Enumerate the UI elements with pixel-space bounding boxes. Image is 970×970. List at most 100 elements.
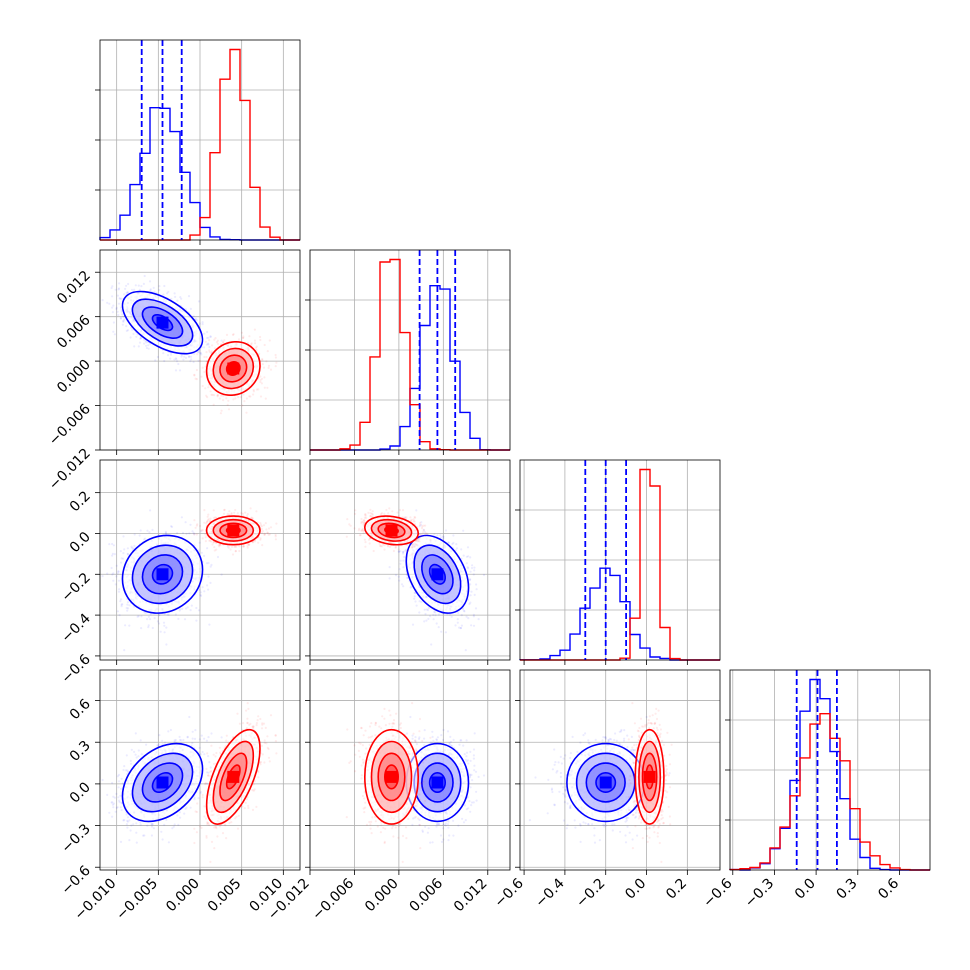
scatter-point (111, 311, 114, 314)
scatter-point (192, 531, 195, 535)
scatter-point (143, 274, 146, 278)
scatter-point (266, 531, 269, 534)
scatter-point (261, 359, 264, 362)
scatter-point (204, 387, 207, 390)
scatter-point (404, 516, 407, 519)
panel-2-1 (345, 507, 486, 652)
scatter-point (153, 617, 156, 620)
scatter-point (267, 364, 271, 367)
scatter-point (122, 557, 125, 560)
scatter-point (194, 317, 197, 320)
scatter-point (424, 612, 427, 616)
scatter-point (260, 527, 263, 531)
scatter-point (188, 355, 191, 358)
scatter-point (252, 541, 255, 544)
scatter-point (115, 575, 118, 578)
scatter-point (192, 315, 195, 318)
scatter-point (148, 531, 151, 534)
scatter-point (223, 339, 226, 342)
scatter-point (246, 546, 249, 549)
scatter-point (399, 562, 402, 565)
scatter-point (237, 396, 240, 399)
scatter-point (119, 598, 123, 601)
scatter-point (145, 341, 148, 344)
scatter-point (120, 306, 123, 309)
scatter-point (112, 544, 115, 547)
scatter-point (111, 295, 114, 298)
scatter-point (197, 609, 201, 612)
scatter-point (244, 511, 247, 514)
scatter-point (247, 543, 250, 546)
scatter-point (132, 332, 135, 335)
scatter-point (230, 513, 233, 516)
scatter-point (112, 579, 115, 582)
scatter-point (127, 607, 130, 610)
scatter-point (274, 533, 277, 537)
scatter-point (240, 331, 243, 334)
scatter-point (251, 541, 254, 544)
scatter-point (430, 643, 433, 646)
scatter-point (148, 618, 152, 621)
scatter-point (137, 284, 140, 287)
scatter-point (194, 377, 197, 380)
scatter-point (167, 290, 170, 293)
scatter-point (413, 591, 416, 594)
scatter-point (227, 546, 230, 549)
scatter-point (112, 572, 115, 575)
scatter-point (123, 649, 126, 652)
scatter-point (268, 339, 271, 342)
scatter-point (125, 284, 128, 287)
scatter-point (165, 626, 168, 629)
scatter-point (211, 344, 214, 347)
scatter-point (452, 541, 455, 545)
scatter-point (209, 335, 212, 338)
scatter-point (450, 615, 453, 618)
scatter-point (189, 609, 192, 612)
scatter-point (126, 553, 129, 556)
scatter-point (211, 543, 214, 546)
scatter-point (111, 542, 114, 546)
scatter-point (203, 346, 206, 349)
scatter-point (204, 536, 207, 539)
scatter-point (121, 313, 124, 316)
scatter-point (261, 532, 264, 535)
scatter-point (275, 361, 278, 364)
scatter-point (204, 540, 207, 543)
scatter-point (149, 289, 152, 292)
scatter-point (165, 643, 168, 646)
scatter-point (420, 521, 423, 524)
scatter-point (456, 618, 459, 621)
scatter-point (207, 343, 210, 346)
scatter-point (174, 369, 178, 372)
scatter-point (235, 545, 238, 549)
density-peak (156, 568, 169, 581)
scatter-point (133, 533, 136, 536)
scatter-point (227, 408, 231, 411)
scatter-point (206, 521, 209, 524)
scatter-point (120, 557, 123, 560)
scatter-point (223, 508, 226, 512)
scatter-point (210, 563, 213, 567)
scatter-point (463, 610, 466, 613)
scatter-point (418, 525, 421, 528)
scatter-point (140, 337, 143, 340)
scatter-point (148, 280, 152, 283)
scatter-point (170, 525, 173, 528)
scatter-point (111, 285, 114, 288)
scatter-point (259, 375, 262, 378)
scatter-point (203, 370, 206, 374)
scatter-point (223, 508, 226, 511)
scatter-point (206, 330, 209, 334)
scatter-point (457, 611, 460, 615)
scatter-point (263, 376, 266, 379)
scatter-point (213, 338, 216, 341)
scatter-point (470, 590, 473, 593)
scatter-point (210, 350, 213, 353)
scatter-point (125, 329, 128, 332)
scatter-point (199, 351, 202, 354)
scatter-point (254, 346, 257, 349)
scatter-point (208, 539, 211, 542)
scatter-point (142, 282, 145, 285)
scatter-point (263, 533, 266, 536)
scatter-point (226, 512, 229, 516)
